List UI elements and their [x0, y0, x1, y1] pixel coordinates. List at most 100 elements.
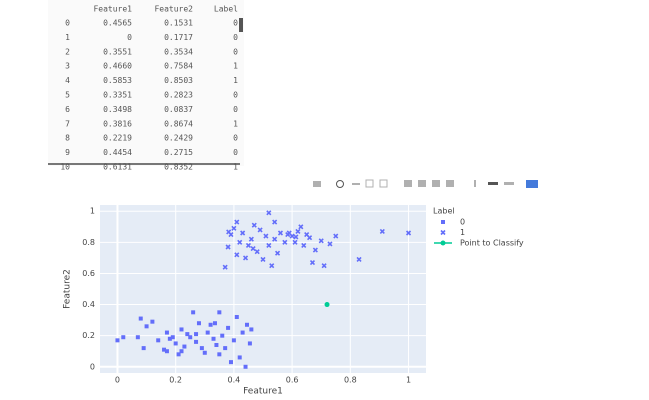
point [214, 343, 219, 347]
point [141, 346, 146, 351]
point [191, 310, 196, 315]
point [135, 335, 140, 340]
point [405, 230, 412, 236]
point [250, 245, 256, 252]
legend-title: Label [433, 207, 455, 216]
x-axis-title: Feature1 [243, 387, 283, 397]
point [274, 250, 281, 256]
point [295, 228, 301, 235]
point [266, 210, 272, 216]
legend-label[interactable]: 0 [460, 218, 465, 227]
legend-label[interactable]: 1 [460, 228, 465, 237]
modebar [313, 179, 538, 188]
point [234, 315, 239, 319]
point [324, 302, 330, 308]
point [212, 321, 217, 326]
table-cell: 0.3351 [103, 91, 132, 100]
y-tick-label: 0.8 [82, 238, 95, 247]
table-cell: 0 [233, 91, 238, 100]
point [289, 233, 295, 239]
column-header: Feature2 [154, 5, 193, 14]
point [173, 341, 178, 346]
y-tick-label: 0 [90, 362, 95, 371]
column-header: Label [214, 5, 238, 14]
point [282, 239, 288, 245]
icon[interactable] [379, 179, 388, 188]
legend-label[interactable]: Point to Classify [460, 239, 524, 248]
point [179, 327, 184, 332]
icon[interactable] [526, 180, 538, 188]
point [188, 335, 193, 340]
point [150, 319, 155, 324]
legend-marker[interactable] [441, 220, 445, 224]
row-index: 6 [65, 105, 70, 114]
point [185, 332, 190, 337]
point [242, 255, 249, 261]
point [237, 355, 242, 360]
point [269, 263, 275, 269]
point [167, 336, 172, 341]
point [228, 360, 233, 365]
table-cell: 0.0837 [164, 105, 193, 114]
icon[interactable] [365, 179, 374, 188]
point [211, 336, 216, 341]
table-cell: 0 [233, 19, 238, 28]
point [257, 227, 263, 233]
point [272, 236, 278, 242]
icon[interactable] [432, 180, 440, 187]
icon[interactable] [336, 180, 344, 188]
table-cell: 0.5853 [103, 76, 132, 85]
point [318, 238, 324, 244]
point [272, 219, 278, 225]
point [220, 333, 225, 338]
icon[interactable] [418, 180, 426, 187]
point [266, 242, 272, 249]
point [277, 230, 284, 236]
point [312, 247, 318, 253]
table-cell: 0.2715 [164, 148, 193, 157]
point [240, 330, 245, 335]
x-tick-label: 0.4 [228, 376, 241, 385]
icon[interactable] [313, 181, 321, 187]
table-cell: 0.3534 [164, 47, 193, 56]
table-cell: 0.8503 [164, 76, 193, 85]
point [170, 335, 175, 340]
point [208, 322, 213, 327]
point [263, 233, 269, 239]
x-tick-label: 0.6 [286, 376, 299, 385]
point [223, 346, 228, 351]
legend-marker[interactable] [440, 229, 446, 236]
y-tick-label: 0.6 [82, 269, 95, 278]
table-cell: 0.3551 [103, 47, 132, 56]
legend-marker[interactable] [440, 240, 446, 246]
table-cell: 0 [233, 33, 238, 42]
row-index: 7 [65, 119, 70, 128]
point [199, 346, 204, 351]
x-tick-label: 0 [115, 376, 120, 385]
point [156, 338, 161, 343]
table-cell: 0.8352 [164, 163, 193, 172]
table-cell: 1 [233, 163, 238, 172]
scrollbar[interactable] [239, 18, 243, 32]
table-cell: 0.7584 [164, 62, 193, 71]
point [307, 235, 313, 241]
point [138, 316, 143, 321]
icon[interactable] [488, 182, 498, 185]
point [176, 352, 181, 357]
icon[interactable] [474, 180, 476, 187]
icon[interactable] [404, 180, 412, 187]
point [248, 236, 254, 242]
point [293, 234, 299, 240]
icon[interactable] [352, 183, 360, 185]
point [292, 239, 298, 245]
x-tick-label: 0.2 [169, 376, 182, 385]
row-index: 9 [65, 148, 70, 157]
table-cell: 0.2429 [164, 134, 193, 143]
icon[interactable] [504, 182, 514, 185]
icon[interactable] [446, 180, 454, 187]
y-axis-title: Feature2 [63, 269, 73, 309]
table-cell: 1 [233, 62, 238, 71]
point [321, 263, 327, 269]
